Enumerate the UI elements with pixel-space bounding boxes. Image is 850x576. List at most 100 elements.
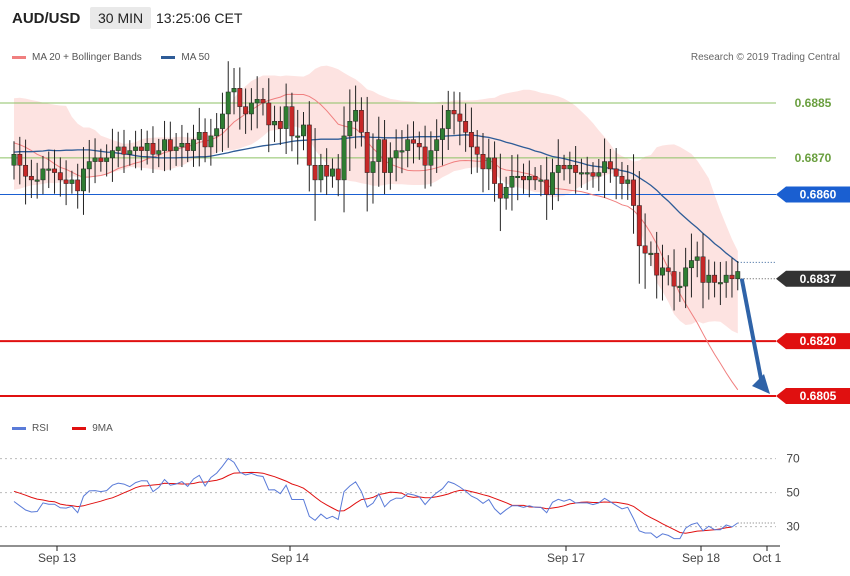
candle-body [63, 179, 69, 184]
candle-body [150, 143, 156, 155]
candle-body [312, 164, 318, 181]
candle-body [393, 150, 399, 159]
candle-body [127, 150, 133, 155]
candle-body [712, 274, 718, 283]
candle-body [457, 113, 463, 122]
candle-body [683, 267, 689, 287]
chart-header: AUD/USD 30 MIN 13:25:06 CET [0, 0, 850, 36]
candle-body [202, 132, 208, 148]
candle-body [451, 110, 457, 115]
candle-body [654, 252, 660, 276]
candle-body [387, 157, 393, 173]
timeframe-badge[interactable]: 30 MIN [90, 7, 152, 29]
candle-body [584, 172, 590, 175]
candle-body [590, 172, 596, 177]
candle-body [677, 285, 683, 288]
price-labels: 0.6885 0.6870 0.6860 0.6837 0.6820 0.6805 [776, 96, 850, 405]
candle-body [358, 110, 364, 133]
candle-body [480, 154, 486, 170]
candle-body [301, 124, 306, 137]
candle-body [318, 164, 324, 181]
bollinger-band-fill [14, 65, 738, 334]
candle-body [567, 164, 573, 170]
candle-body [561, 164, 567, 170]
candle-body [729, 274, 735, 280]
timestamp-label: 13:25:06 CET [156, 10, 243, 26]
projection-arrow [739, 278, 770, 395]
candle-body [642, 245, 648, 254]
candle-body [167, 139, 173, 151]
candle-body [306, 124, 312, 166]
candle-body [596, 172, 602, 177]
candle-body [214, 128, 220, 137]
candle-body [521, 175, 526, 181]
rsi-swatch [12, 427, 26, 430]
candle-body [17, 154, 23, 166]
candle-body [613, 168, 619, 177]
candle-body [405, 139, 411, 151]
x-tick-label: Oct 1 [753, 551, 782, 565]
candle-body [411, 139, 416, 144]
candle-body [260, 99, 266, 104]
resistance-label: 0.6885 [795, 96, 832, 110]
candle-body [688, 260, 694, 269]
ma20-line [13, 93, 739, 391]
candle-body [81, 168, 86, 192]
current-price-tag [776, 270, 850, 287]
rsi-line [13, 457, 739, 540]
candle-body [46, 168, 52, 171]
candle-body [492, 157, 498, 184]
candle-body [277, 121, 283, 129]
projection-arrow-shaft [739, 278, 764, 385]
candle-body [156, 150, 162, 155]
support-label: 0.6805 [800, 389, 837, 403]
candle-body [295, 135, 301, 138]
candle-body [208, 135, 214, 148]
candle-body [440, 128, 445, 140]
candle-body [52, 168, 57, 173]
candle-body [86, 161, 92, 170]
candle-body [28, 175, 34, 181]
candle-body [57, 172, 63, 181]
candle-body [121, 146, 127, 155]
candle-body [550, 172, 555, 195]
ma-bb-legend-label: MA 20 + Bollinger Bands [32, 52, 142, 63]
candle-body [225, 91, 231, 115]
candle-body [602, 161, 608, 173]
candle-body [625, 179, 631, 184]
candle-body [162, 139, 167, 151]
x-tick-label: Sep 17 [547, 551, 585, 565]
rsi-tick-label: 30 [786, 520, 800, 534]
candle-body [631, 179, 636, 206]
candle-body [376, 139, 382, 162]
candle-body [486, 157, 492, 170]
support-tag [776, 388, 850, 405]
candle-body [619, 175, 625, 184]
candle-body [347, 121, 353, 137]
candle-body [723, 274, 729, 283]
x-tick-label: Sep 13 [38, 551, 76, 565]
candle-body [497, 183, 503, 199]
candle-body [69, 179, 75, 184]
candle-body [735, 271, 741, 280]
candle-body [109, 150, 115, 159]
candle-body [700, 256, 706, 283]
resistance-label: 0.6870 [795, 151, 832, 165]
candle-body [92, 157, 98, 162]
candle-body [422, 146, 428, 166]
candle-body [254, 99, 260, 104]
candle-body [706, 274, 712, 283]
candle-body [243, 106, 249, 115]
candle-body [138, 146, 144, 151]
ma50-swatch [161, 56, 176, 59]
candle-body [538, 179, 544, 182]
rsi-tick-label: 50 [786, 486, 800, 500]
support-label: 0.6820 [800, 334, 837, 348]
ma50-legend-label: MA 50 [181, 52, 210, 63]
rsi-legend-label: RSI [32, 423, 49, 434]
candle-body [266, 102, 272, 126]
candle-body [717, 282, 723, 285]
candle-body [694, 256, 700, 261]
candle-body [237, 88, 243, 107]
